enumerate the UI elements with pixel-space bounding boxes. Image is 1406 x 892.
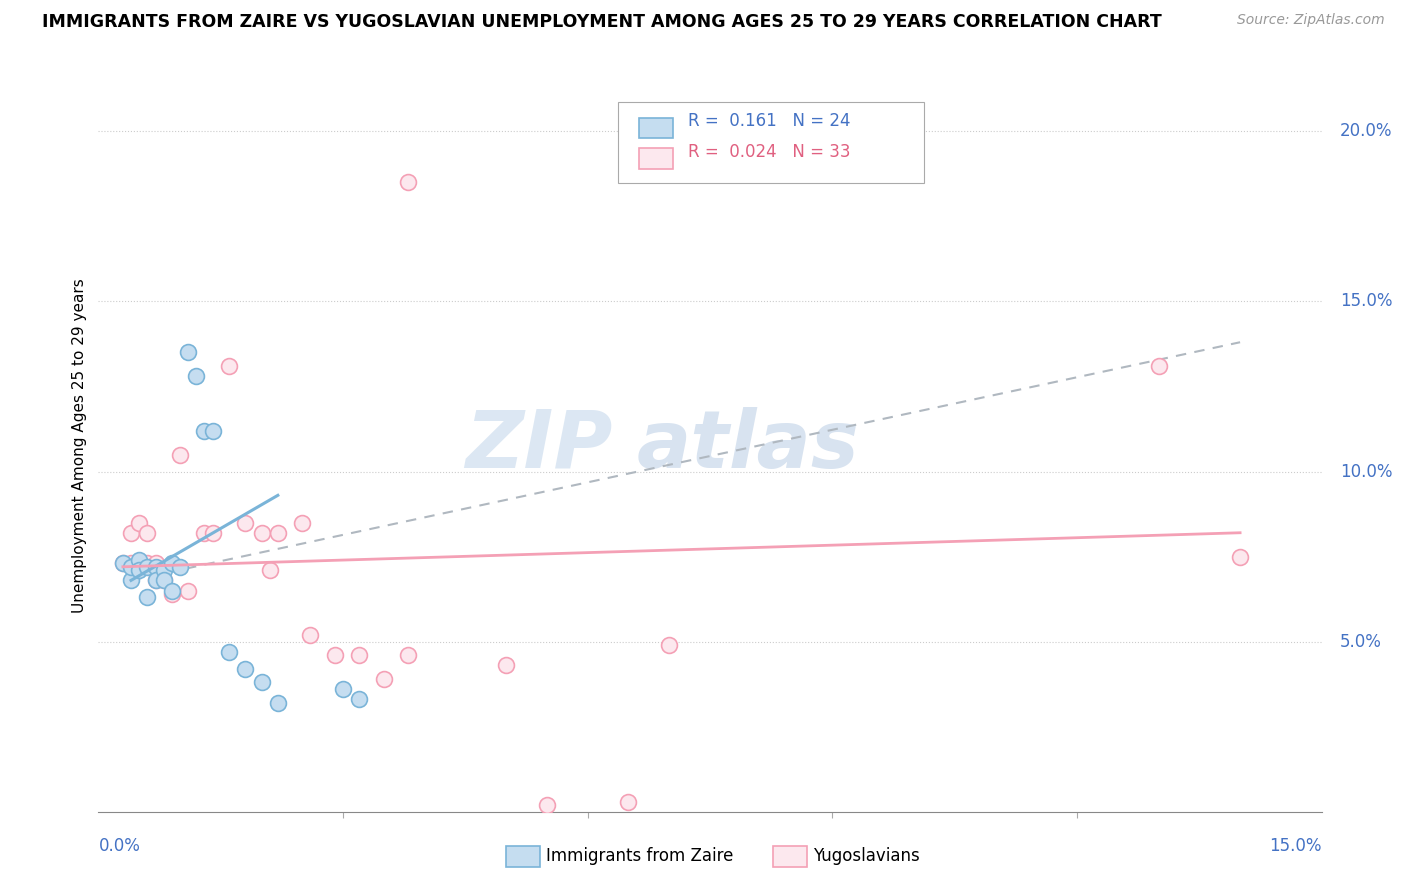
Point xyxy=(177,345,200,359)
Point xyxy=(128,563,150,577)
Point xyxy=(250,675,273,690)
Point xyxy=(267,696,290,710)
Point xyxy=(536,797,558,812)
Point xyxy=(145,574,167,588)
Point xyxy=(201,525,224,540)
Point xyxy=(233,516,256,530)
Point xyxy=(617,795,640,809)
Text: ZIP: ZIP xyxy=(465,407,612,485)
Point xyxy=(120,557,142,571)
Point xyxy=(201,424,224,438)
Point xyxy=(1229,549,1251,564)
Point xyxy=(160,583,183,598)
Point xyxy=(233,662,256,676)
Point xyxy=(145,559,167,574)
Point xyxy=(128,516,150,530)
Text: R =  0.024   N = 33: R = 0.024 N = 33 xyxy=(688,143,851,161)
Point xyxy=(495,658,517,673)
Point xyxy=(299,628,322,642)
Point xyxy=(396,648,419,663)
Point xyxy=(218,645,240,659)
Point xyxy=(169,448,191,462)
FancyBboxPatch shape xyxy=(506,846,540,867)
Point xyxy=(267,525,290,540)
Text: R =  0.161   N = 24: R = 0.161 N = 24 xyxy=(688,112,851,130)
Point xyxy=(373,672,395,686)
Point xyxy=(658,638,681,652)
Point xyxy=(160,557,183,571)
Point xyxy=(145,557,167,571)
Text: 20.0%: 20.0% xyxy=(1340,122,1392,140)
Point xyxy=(152,574,174,588)
Point xyxy=(136,525,159,540)
Point xyxy=(396,175,419,189)
Point xyxy=(250,525,273,540)
FancyBboxPatch shape xyxy=(640,148,673,169)
Point xyxy=(193,525,215,540)
Point xyxy=(349,648,371,663)
FancyBboxPatch shape xyxy=(640,118,673,138)
Point xyxy=(1147,359,1170,373)
Point xyxy=(349,692,371,706)
Point xyxy=(218,359,240,373)
Point xyxy=(291,516,314,530)
Text: Yugoslavians: Yugoslavians xyxy=(813,847,920,865)
Text: 10.0%: 10.0% xyxy=(1340,463,1392,481)
Point xyxy=(120,574,142,588)
Point xyxy=(128,553,150,567)
Text: Immigrants from Zaire: Immigrants from Zaire xyxy=(546,847,733,865)
Point xyxy=(169,559,191,574)
Point xyxy=(186,369,208,384)
Point xyxy=(111,557,134,571)
Point xyxy=(259,563,281,577)
Text: Source: ZipAtlas.com: Source: ZipAtlas.com xyxy=(1237,13,1385,28)
Text: IMMIGRANTS FROM ZAIRE VS YUGOSLAVIAN UNEMPLOYMENT AMONG AGES 25 TO 29 YEARS CORR: IMMIGRANTS FROM ZAIRE VS YUGOSLAVIAN UNE… xyxy=(42,13,1161,31)
Text: 0.0%: 0.0% xyxy=(98,837,141,855)
Point xyxy=(136,557,159,571)
Point xyxy=(145,574,167,588)
Point xyxy=(120,525,142,540)
Point xyxy=(120,559,142,574)
Point xyxy=(160,587,183,601)
Point xyxy=(128,557,150,571)
Point xyxy=(152,574,174,588)
Point xyxy=(193,424,215,438)
Text: 5.0%: 5.0% xyxy=(1340,632,1382,650)
Point xyxy=(152,563,174,577)
Text: atlas: atlas xyxy=(637,407,859,485)
Text: 15.0%: 15.0% xyxy=(1270,837,1322,855)
Point xyxy=(332,682,354,697)
Point xyxy=(177,583,200,598)
Point xyxy=(136,559,159,574)
Point xyxy=(128,557,150,571)
FancyBboxPatch shape xyxy=(773,846,807,867)
Point xyxy=(111,557,134,571)
Point xyxy=(323,648,346,663)
Point xyxy=(136,591,159,605)
Text: 15.0%: 15.0% xyxy=(1340,293,1392,310)
FancyBboxPatch shape xyxy=(619,103,924,183)
Y-axis label: Unemployment Among Ages 25 to 29 years: Unemployment Among Ages 25 to 29 years xyxy=(72,278,87,614)
